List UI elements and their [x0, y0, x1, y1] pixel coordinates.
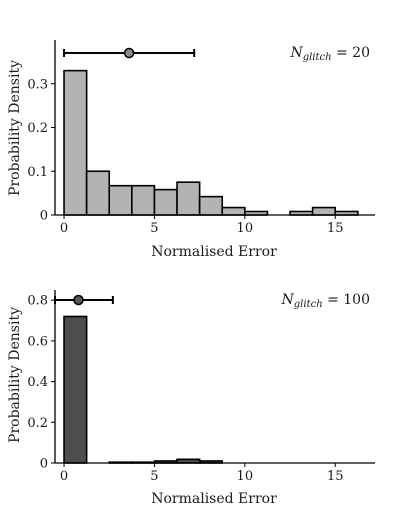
histogram-bar [85, 170, 111, 216]
annotation-bottom-sub: glitch [294, 299, 323, 310]
x-tick-label: 15 [327, 469, 344, 484]
histogram-bar [63, 315, 88, 464]
y-tick-label: 0.8 [27, 294, 48, 309]
x-tick-label: 15 [327, 221, 344, 236]
annotation-bottom: Nglitch = 100 [281, 292, 370, 310]
annotation-bottom-main: N [281, 292, 295, 308]
center-marker [73, 294, 84, 306]
y-tick-label: 0.2 [27, 416, 48, 431]
histogram-bar [131, 184, 156, 216]
annotation-top-value: = 20 [332, 45, 370, 61]
center-marker [123, 47, 135, 59]
x-tick-label: 0 [60, 221, 68, 236]
histogram-bar [63, 69, 88, 216]
y-tick-label: 0.6 [27, 334, 48, 349]
x-tick-label: 10 [237, 221, 254, 236]
y-tick-label: 0.2 [27, 121, 48, 136]
ylabel-bottom: Probability Density [7, 307, 23, 443]
x-tick-label: 5 [150, 469, 158, 484]
annotation-top: Nglitch = 20 [289, 45, 370, 63]
histogram-bar [198, 195, 224, 216]
histogram-bar [311, 206, 337, 216]
histogram-bar [221, 206, 246, 216]
y-tick-label: 0.3 [27, 77, 48, 92]
x-tick-label: 5 [150, 221, 158, 236]
plot-area-bottom: 0 0.2 0.4 0.6 0.8 0 5 10 15 [27, 290, 375, 484]
y-tick-label: 0.1 [27, 165, 48, 180]
x-tick-label: 0 [60, 469, 68, 484]
annotation-top-main: N [289, 45, 303, 61]
annotation-bottom-value: = 100 [323, 292, 370, 308]
y-tick-label: 0.4 [27, 375, 48, 390]
ylabel-top: Probability Density [7, 60, 23, 196]
xlabel-top: Normalised Error [151, 244, 277, 260]
histogram-bar [108, 184, 133, 216]
panel-bottom: Probability Density Normalised Error Ngl… [7, 290, 375, 507]
plot-area-top: 0 0.1 0.2 0.3 0 5 10 15 [27, 40, 375, 236]
panel-top: Probability Density Normalised Error Ngl… [7, 40, 375, 260]
x-tick-label: 10 [237, 469, 254, 484]
y-tick-label: 0 [40, 457, 48, 472]
xlabel-bottom: Normalised Error [151, 491, 277, 507]
y-tick-label: 0 [40, 209, 48, 224]
histogram-bar [153, 188, 178, 216]
annotation-top-sub: glitch [303, 52, 332, 63]
histogram-bar [176, 181, 201, 216]
